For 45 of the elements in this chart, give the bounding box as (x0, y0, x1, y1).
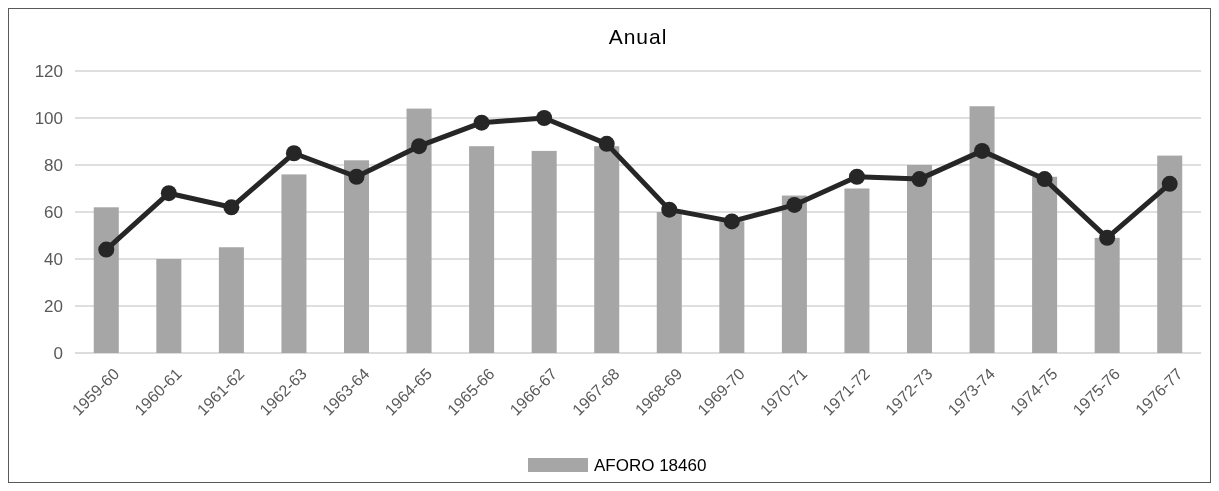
bar (93, 207, 119, 353)
bar (281, 174, 307, 353)
bar (156, 259, 182, 353)
point (661, 201, 678, 218)
point (473, 114, 490, 131)
bar (844, 188, 870, 353)
point (285, 145, 302, 162)
bar (469, 146, 495, 353)
bar (594, 146, 620, 353)
y-tick-label: 20 (44, 296, 63, 316)
bar (406, 108, 432, 353)
point (723, 213, 740, 230)
bar (1094, 237, 1120, 353)
bar (1032, 176, 1058, 353)
point (411, 138, 428, 155)
bar (719, 221, 745, 353)
point (786, 196, 803, 213)
point (1036, 171, 1053, 188)
point (160, 185, 177, 202)
point (598, 135, 615, 152)
point (911, 171, 928, 188)
point (223, 199, 240, 216)
bar (1157, 155, 1183, 353)
bar (906, 165, 933, 353)
point (974, 142, 991, 159)
point (536, 110, 553, 126)
legend-label: AFORO 18460 (594, 455, 707, 475)
bar (531, 150, 557, 353)
point (348, 168, 365, 185)
y-tick-label: 80 (44, 155, 63, 175)
y-tick-label: 100 (34, 108, 63, 128)
bar (969, 106, 995, 353)
bar (218, 247, 244, 353)
point (98, 241, 115, 258)
bar (656, 212, 682, 353)
y-tick-label: 0 (53, 343, 63, 363)
bar (781, 195, 807, 353)
point (1099, 229, 1116, 246)
point (1161, 175, 1178, 192)
y-tick-label: 60 (44, 202, 63, 222)
y-tick-label: 120 (34, 61, 63, 81)
point (848, 168, 865, 185)
chart-title: Anual (608, 25, 668, 48)
y-tick-label: 40 (44, 249, 63, 269)
bar (343, 160, 370, 353)
